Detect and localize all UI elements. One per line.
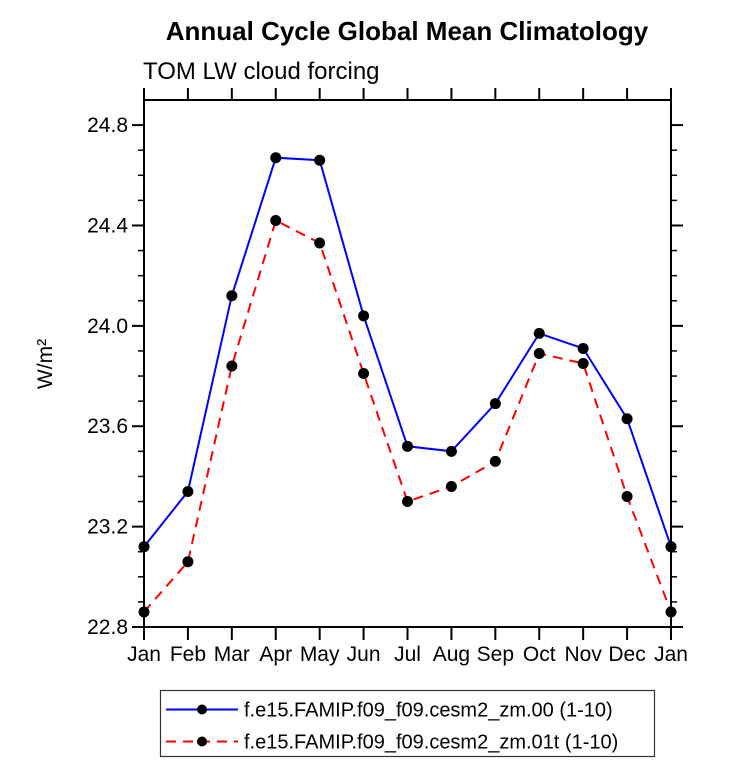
data-point-marker-0 — [358, 310, 370, 322]
data-point-marker-0 — [533, 327, 545, 339]
data-point-marker-0 — [445, 445, 457, 457]
data-point-marker-1 — [489, 455, 501, 467]
x-tick-label: Jul — [394, 643, 421, 666]
data-point-marker-1 — [182, 556, 194, 568]
data-point-marker-1 — [226, 360, 238, 372]
legend-entry-label-0: f.e15.FAMIP.f09_f09.cesm2_zm.00 (1-10) — [244, 700, 613, 722]
data-point-marker-1 — [358, 368, 370, 380]
y-tick-label: 24.8 — [87, 114, 128, 137]
x-tick-label: Oct — [523, 643, 556, 666]
data-point-marker-0 — [314, 154, 326, 166]
data-point-marker-1 — [533, 347, 545, 359]
data-point-marker-0 — [226, 290, 238, 302]
y-tick-label: 23.2 — [87, 516, 128, 539]
data-point-marker-1 — [270, 214, 282, 226]
data-point-marker-1 — [314, 237, 326, 249]
data-point-marker-0 — [270, 152, 282, 164]
x-tick-label: Feb — [170, 643, 206, 666]
x-tick-label: Mar — [214, 643, 250, 666]
data-point-marker-0 — [402, 440, 413, 452]
data-point-marker-0 — [665, 541, 677, 553]
legend-entry-label-1: f.e15.FAMIP.f09_f09.cesm2_zm.01t (1-10) — [244, 732, 618, 754]
legend-sample-marker-1 — [197, 736, 207, 747]
data-point-marker-1 — [621, 491, 633, 503]
x-tick-label: Sep — [477, 643, 514, 666]
y-axis-label: W/m² — [34, 339, 57, 389]
x-tick-label: Jun — [347, 643, 381, 666]
data-point-marker-0 — [182, 485, 194, 497]
data-point-marker-1 — [577, 358, 589, 369]
chart-title: Annual Cycle Global Mean Climatology — [166, 16, 649, 46]
x-tick-label: Nov — [564, 643, 602, 666]
y-tick-label: 24.0 — [87, 315, 128, 338]
x-tick-label: Jan — [127, 643, 161, 666]
data-point-marker-0 — [621, 413, 633, 425]
data-point-marker-0 — [489, 398, 501, 410]
plot-area: 22.8 23.2 23.6 24.0 24.4 24.8 Jan Feb Mar Apr May J… — [87, 88, 688, 666]
chart-subtitle: TOM LW cloud forcing — [143, 58, 380, 85]
x-tick-label: May — [300, 643, 340, 666]
legend-sample-marker-0 — [197, 704, 207, 715]
data-point-marker-0 — [577, 342, 589, 354]
y-tick-label: 22.8 — [87, 616, 128, 639]
legend-samples — [166, 704, 238, 747]
legend-box — [159, 689, 656, 758]
data-point-marker-1 — [138, 606, 150, 618]
data-point-marker-1 — [665, 606, 677, 618]
y-tick-label: 24.4 — [87, 214, 128, 237]
x-tick-label: Jan — [654, 643, 688, 666]
legend: f.e15.FAMIP.f09_f09.cesm2_zm.00 (1-10) f… — [159, 689, 656, 758]
data-point-marker-0 — [138, 541, 150, 553]
series-line-0 — [143, 156, 672, 548]
data-point-marker-1 — [445, 480, 457, 492]
x-tick-label: Aug — [433, 643, 470, 666]
series-line-1 — [143, 219, 672, 613]
data-point-marker-1 — [402, 496, 413, 508]
x-tick-label: Dec — [608, 643, 645, 666]
x-tick-label: Apr — [259, 643, 292, 666]
y-tick-label: 23.6 — [87, 415, 128, 438]
